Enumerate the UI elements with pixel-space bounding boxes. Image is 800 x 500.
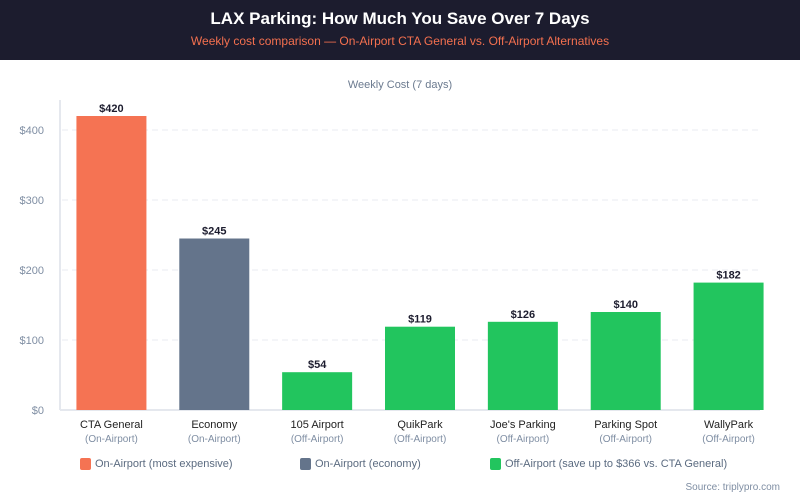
bar-value-label: $420: [99, 103, 123, 115]
y-tick-label: $100: [20, 335, 44, 347]
legend-item-economy: On-Airport (economy): [300, 458, 421, 470]
legend-swatch-most-expensive: [80, 458, 91, 470]
bar-value-label: $119: [408, 314, 432, 326]
x-category-sublabel: (Off-Airport): [497, 434, 550, 445]
x-category-sublabel: (On-Airport): [85, 434, 138, 445]
legend-swatch-off-airport: [490, 458, 501, 470]
bar-quikpark: [385, 326, 455, 410]
legend-label: Off-Airport (save up to $366 vs. CTA Gen…: [505, 458, 728, 470]
bar-value-label: $126: [511, 309, 535, 321]
x-category-label: CTA General: [80, 419, 143, 431]
source-credit: Source: triplypro.com: [685, 482, 780, 493]
bar-value-label: $140: [613, 299, 637, 311]
bars: $420 $245 $54 $119 $126 $140 $182: [76, 103, 764, 410]
legend: On-Airport (most expensive) On-Airport (…: [0, 458, 800, 474]
x-category-label: Joe's Parking: [490, 419, 556, 431]
y-tick-label: $400: [20, 125, 44, 137]
x-category-label: WallyPark: [704, 419, 754, 431]
x-category-sublabel: (Off-Airport): [394, 434, 447, 445]
bar-value-label: $245: [202, 226, 226, 238]
bar-parking-spot: [590, 312, 661, 410]
x-category-sublabel: (Off-Airport): [291, 434, 344, 445]
x-axis-labels: CTA General (On-Airport) Economy (On-Airpor…: [80, 419, 755, 445]
y-tick-label: $300: [20, 195, 44, 207]
x-category-label: 105 Airport: [291, 419, 344, 431]
x-category-label: Economy: [191, 419, 237, 431]
y-tick-label: $0: [32, 405, 44, 417]
legend-label: On-Airport (economy): [315, 458, 421, 470]
bar-value-label: $54: [308, 359, 327, 371]
bar-cta-general: [76, 116, 147, 410]
x-category-label: QuikPark: [397, 419, 443, 431]
bar-value-label: $182: [716, 270, 740, 282]
legend-item-off-airport: Off-Airport (save up to $366 vs. CTA Gen…: [490, 458, 727, 470]
y-tick-label: $200: [20, 265, 44, 277]
bar-economy: [179, 238, 250, 410]
gridlines: [62, 129, 760, 341]
chart-subtitle: Weekly cost comparison — On-Airport CTA …: [190, 34, 610, 48]
legend-item-most-expensive: On-Airport (most expensive): [80, 458, 233, 470]
x-category-sublabel: (Off-Airport): [599, 434, 652, 445]
bar-wallypark: [693, 282, 764, 410]
plot-title: Weekly Cost (7 days): [347, 79, 453, 91]
bar-joe-s-parking: [487, 321, 558, 410]
bar-105-airport: [282, 372, 353, 410]
legend-swatch-economy: [300, 458, 311, 470]
chart-header: LAX Parking: How Much You Save Over 7 Da…: [0, 0, 800, 60]
legend-label: On-Airport (most expensive): [95, 458, 233, 470]
x-category-sublabel: (Off-Airport): [702, 434, 755, 445]
y-axis-ticks: $0 $100 $200 $300 $400: [20, 125, 44, 417]
chart-main-title: LAX Parking: How Much You Save Over 7 Da…: [210, 9, 590, 28]
x-category-label: Parking Spot: [594, 419, 657, 431]
x-category-sublabel: (On-Airport): [188, 434, 241, 445]
